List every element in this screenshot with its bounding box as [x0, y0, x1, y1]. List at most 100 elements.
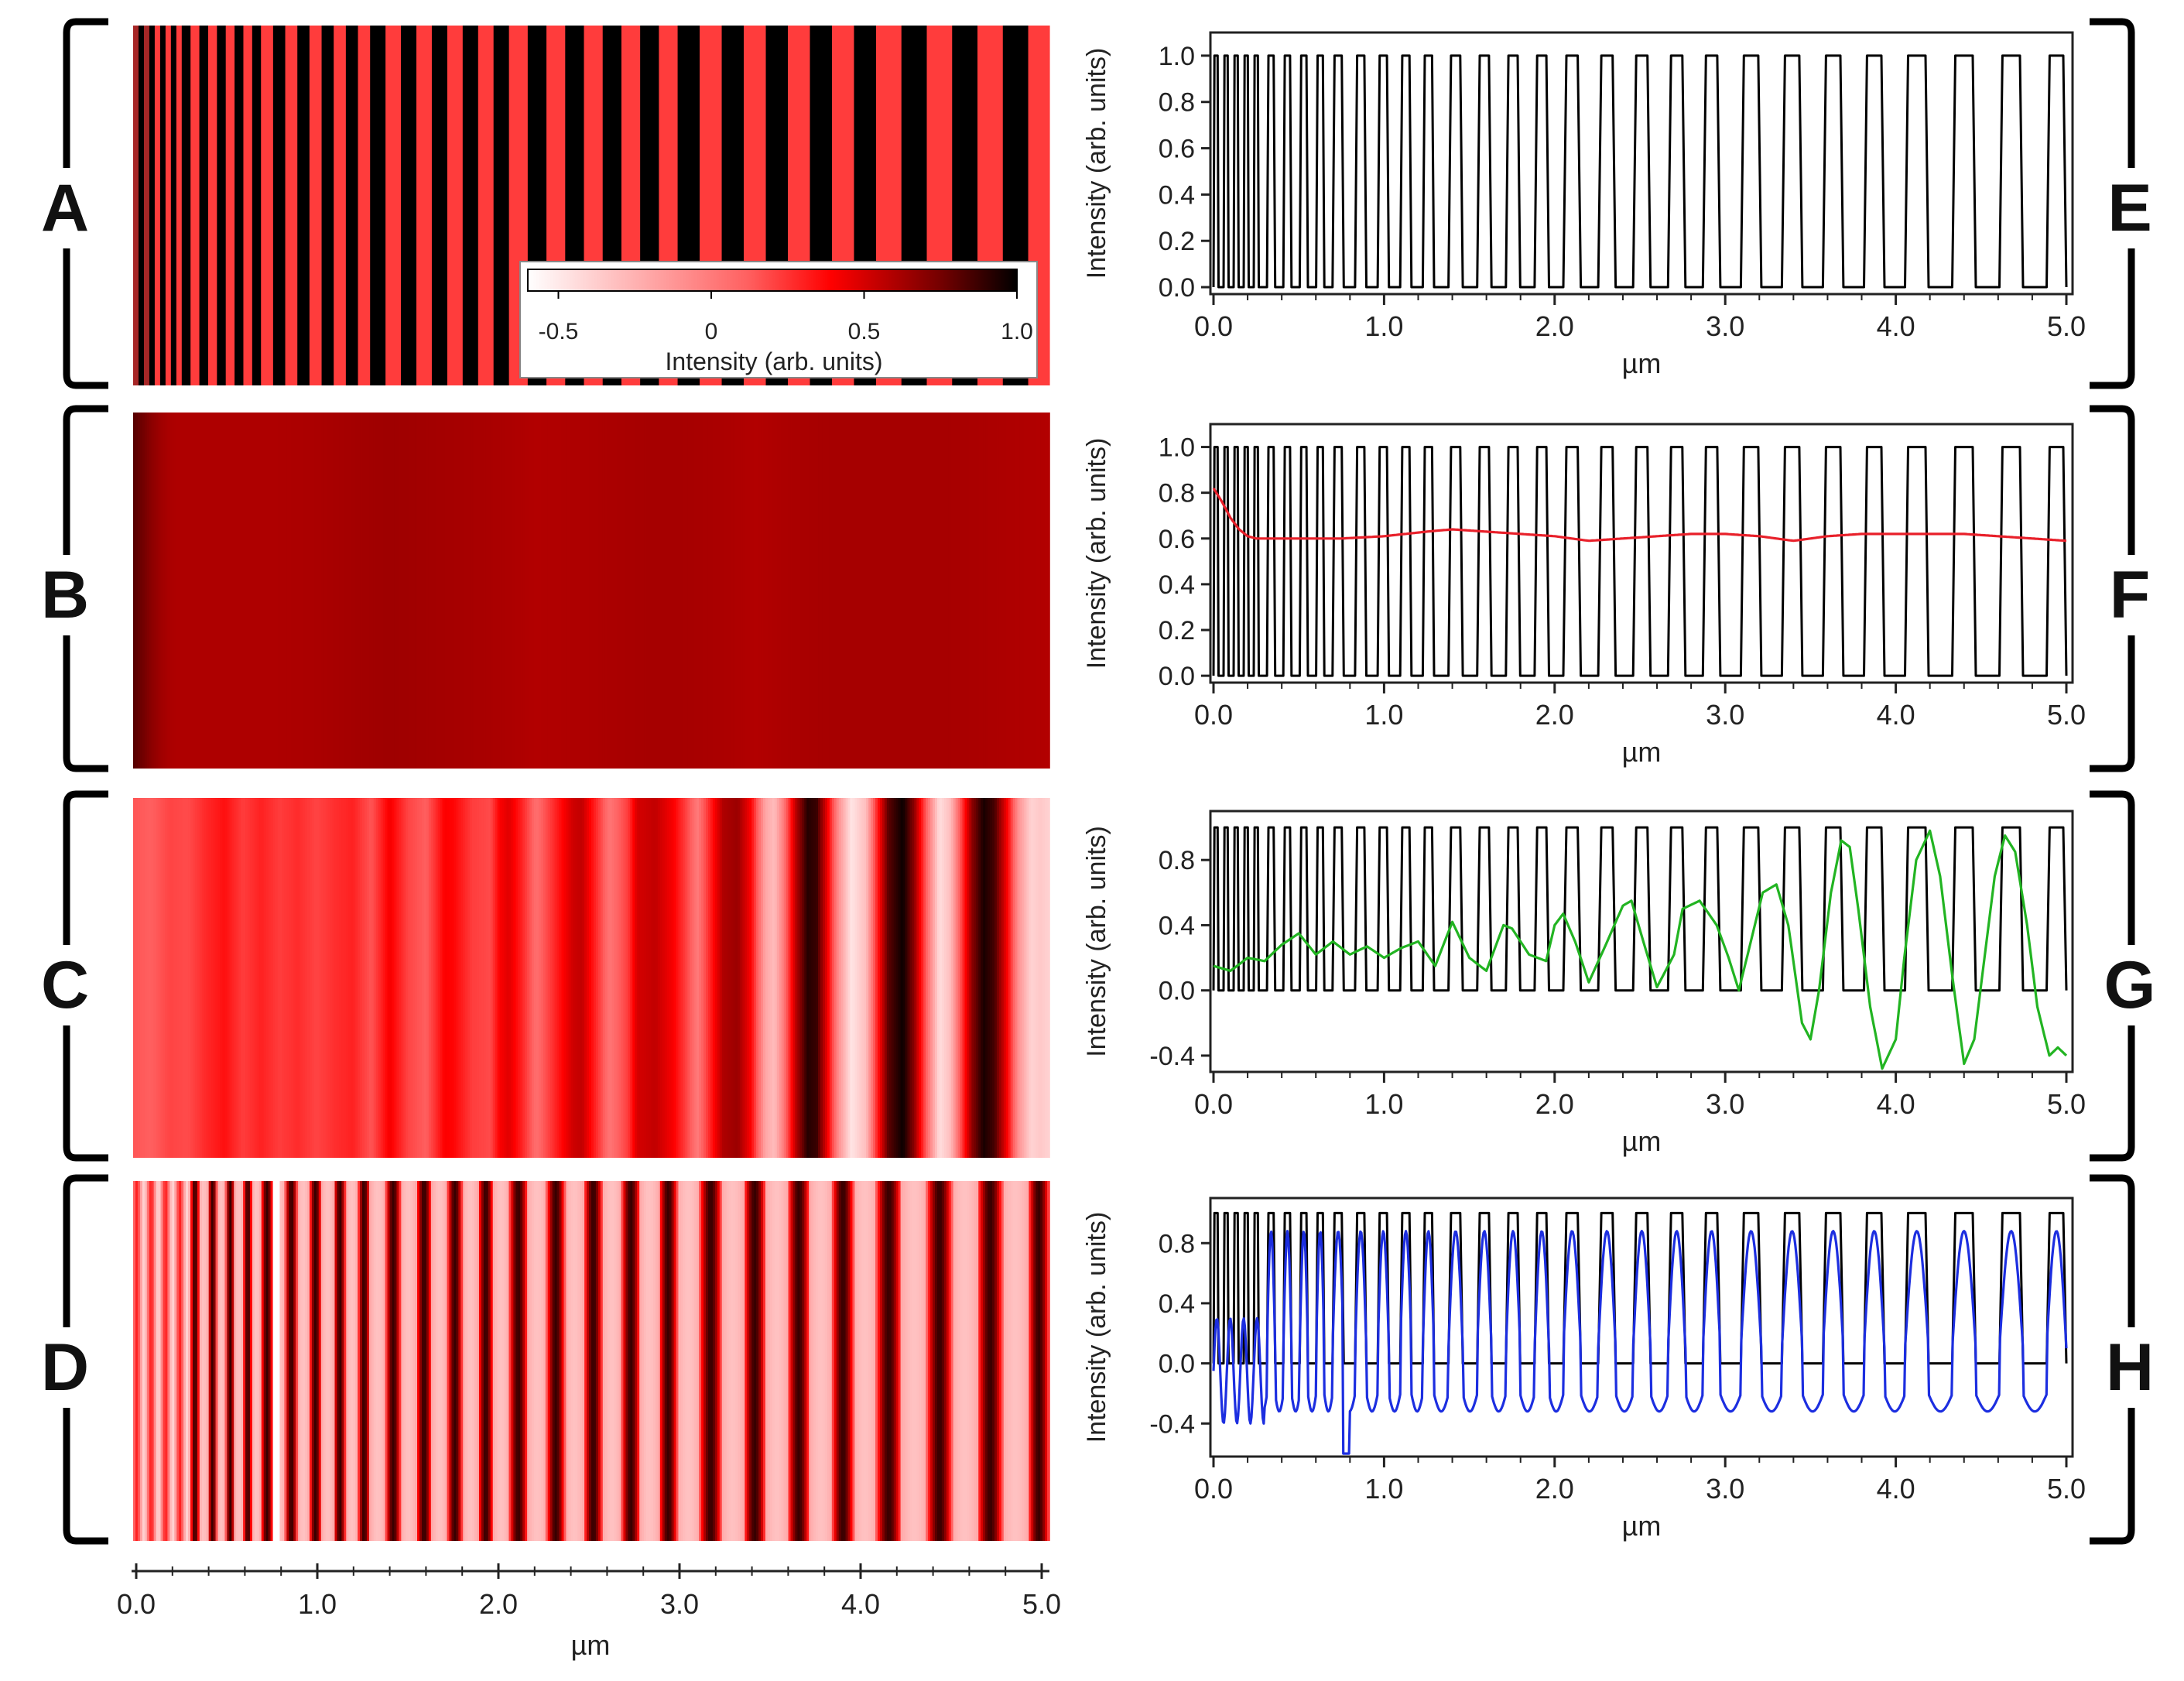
- heatmap-column: [1005, 413, 1009, 769]
- x-tick-label: 3.0: [1706, 1473, 1744, 1505]
- heatmap-column: [611, 1181, 615, 1541]
- heatmap-column: [714, 413, 718, 769]
- stripe: [143, 26, 150, 385]
- heatmap-column: [816, 1181, 819, 1541]
- heatmap-column: [827, 1181, 830, 1541]
- panel-letter-backing: [36, 168, 94, 248]
- heatmap-column: [1010, 798, 1014, 1158]
- heatmap-column: [939, 1181, 943, 1541]
- heatmap-column: [394, 413, 398, 769]
- heatmap-column: [721, 798, 725, 1158]
- heatmap-column: [678, 1181, 682, 1541]
- heatmap-column: [916, 798, 920, 1158]
- heatmap-column: [135, 798, 139, 1158]
- heatmap-column: [1029, 1181, 1032, 1541]
- stripe: [181, 26, 191, 385]
- stripe: [207, 26, 217, 385]
- heatmap-column: [380, 798, 384, 1158]
- heatmap-column: [763, 1181, 766, 1541]
- heatmap-column: [339, 413, 343, 769]
- heatmap-column: [868, 413, 871, 769]
- heatmap-column: [364, 798, 368, 1158]
- heatmap-column: [820, 798, 823, 1158]
- heatmap-column: [540, 798, 544, 1158]
- heatmap-column: [799, 413, 803, 769]
- heatmap-column: [765, 798, 769, 1158]
- heatmap-column: [165, 413, 169, 769]
- heatmap-column: [483, 1181, 487, 1541]
- heatmap-column: [470, 798, 473, 1158]
- heatmap-column: [625, 798, 629, 1158]
- heatmap-column: [412, 413, 416, 769]
- heatmap-column: [772, 413, 775, 769]
- heatmap-column: [649, 413, 652, 769]
- heatmap-column: [758, 1181, 762, 1541]
- heatmap-column: [790, 413, 794, 769]
- heatmap-x-label: µm: [571, 1629, 611, 1661]
- x-tick-label: 5.0: [2047, 699, 2086, 731]
- heatmap-column: [364, 413, 368, 769]
- heatmap-column: [1029, 413, 1032, 769]
- heatmap-column: [311, 413, 315, 769]
- heatmap-column: [642, 798, 645, 1158]
- heatmap-column: [176, 413, 180, 769]
- heatmap-column: [676, 1181, 680, 1541]
- heatmap-column: [320, 1181, 324, 1541]
- heatmap-column: [786, 798, 789, 1158]
- heatmap-column: [898, 798, 902, 1158]
- heatmap-column: [662, 798, 666, 1158]
- heatmap-column: [263, 1181, 267, 1541]
- heatmap-column: [992, 1181, 995, 1541]
- heatmap-column: [733, 413, 737, 769]
- heatmap-column: [224, 798, 228, 1158]
- panel-b: [133, 413, 1050, 769]
- heatmap-column: [241, 798, 244, 1158]
- heatmap-column: [710, 1181, 714, 1541]
- heatmap-column: [761, 798, 764, 1158]
- heatmap-column: [930, 413, 933, 769]
- heatmap-column: [256, 413, 260, 769]
- heatmap-column: [552, 1181, 556, 1541]
- heatmap-column: [1008, 413, 1012, 769]
- heatmap-column: [465, 1181, 468, 1541]
- heatmap-column: [646, 413, 649, 769]
- heatmap-column: [188, 1181, 191, 1541]
- heatmap-column: [948, 798, 952, 1158]
- heatmap-column: [747, 1181, 751, 1541]
- heatmap-column: [504, 798, 508, 1158]
- heatmap-column: [454, 413, 457, 769]
- heatmap-column: [358, 413, 361, 769]
- y-tick-label: -0.4: [1149, 1409, 1195, 1439]
- heatmap-column: [570, 1181, 574, 1541]
- heatmap-column: [472, 1181, 475, 1541]
- heatmap-column: [639, 1181, 642, 1541]
- heatmap-column: [717, 1181, 721, 1541]
- heatmap-column: [604, 1181, 608, 1541]
- heatmap-column: [234, 1181, 237, 1541]
- heatmap-column: [866, 413, 869, 769]
- heatmap-column: [368, 798, 372, 1158]
- heatmap-column: [275, 1181, 279, 1541]
- heatmap-column: [857, 1181, 861, 1541]
- heatmap-column: [974, 1181, 977, 1541]
- heatmap-column: [998, 1181, 1002, 1541]
- heatmap-column: [891, 413, 895, 769]
- heatmap-column: [172, 413, 176, 769]
- heatmap-column: [289, 413, 293, 769]
- heatmap-column: [389, 798, 393, 1158]
- heatmap-column: [994, 1181, 998, 1541]
- panel-letter-c: C: [41, 948, 89, 1022]
- heatmap-column: [1001, 1181, 1005, 1541]
- heatmap-column: [337, 413, 341, 769]
- heatmap-column: [861, 798, 865, 1158]
- heatmap-column: [566, 1181, 570, 1541]
- heatmap-column: [584, 1181, 587, 1541]
- x-tick-label: 3.0: [660, 1588, 699, 1620]
- x-tick-label: 5.0: [2047, 310, 2086, 342]
- heatmap-column: [337, 798, 341, 1158]
- heatmap-column: [909, 1181, 913, 1541]
- x-axis-label: µm: [1622, 1125, 1662, 1157]
- heatmap-column: [156, 413, 159, 769]
- heatmap-column: [632, 1181, 636, 1541]
- heatmap-column: [983, 798, 986, 1158]
